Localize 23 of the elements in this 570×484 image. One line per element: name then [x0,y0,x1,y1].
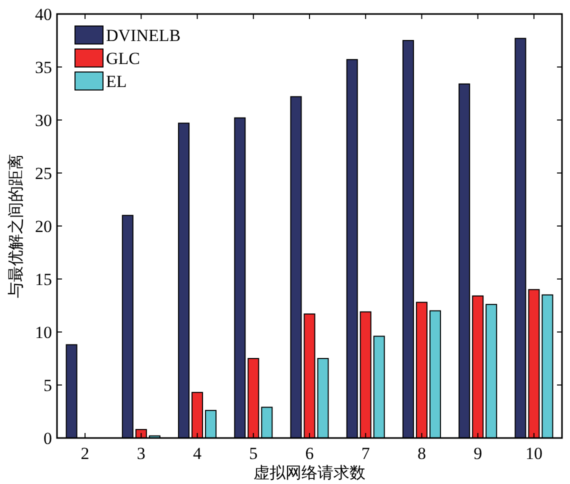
x-axis-title: 虚拟网络请求数 [254,464,366,482]
y-tick-label: 10 [35,323,52,342]
x-tick-label: 3 [136,444,146,463]
x-tick-label: 7 [361,444,370,463]
x-tick-label: 4 [193,444,202,463]
y-tick-label: 20 [35,217,52,236]
y-tick-label: 25 [35,164,52,183]
y-axis-title: 与最优解之间的距离 [7,154,25,298]
legend-label: DVINELB [106,26,181,45]
x-tick-label: 2 [80,444,90,463]
y-tick-label: 15 [35,270,52,289]
x-tick-label: 6 [305,444,314,463]
y-tick-label: 30 [35,111,52,130]
y-tick-label: 40 [35,5,52,24]
y-tick-label: 0 [44,429,52,448]
y-tick-label: 35 [35,58,52,77]
y-tick-label: 5 [44,376,52,395]
x-tick-label: 9 [474,444,482,463]
x-tick-label: 8 [417,444,426,463]
x-tick-label: 5 [249,444,258,463]
legend-label: GLC [106,49,140,68]
legend-label: EL [106,72,127,91]
x-tick-label: 10 [525,444,542,463]
